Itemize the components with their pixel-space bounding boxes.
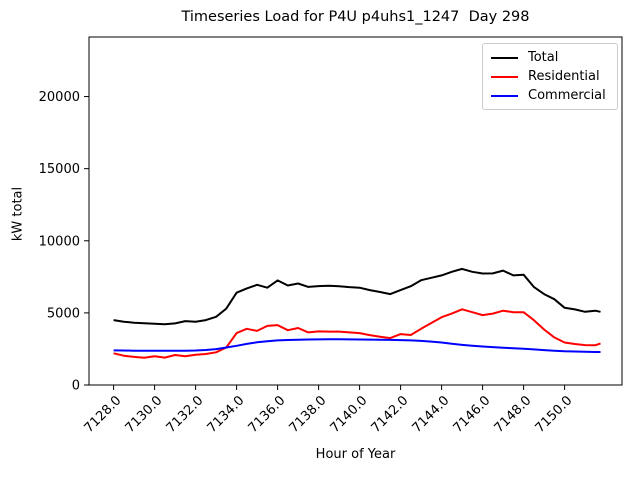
x-axis-label: Hour of Year [315,447,396,462]
x-tick-label: 7130.0 [123,393,166,436]
x-tick-label: 7128.0 [82,393,125,436]
total-line-sample [491,56,518,59]
x-tick-label: 7144.0 [410,393,453,436]
axes-frame [88,36,623,386]
legend-label-total: Total [528,50,559,65]
series-line-total [113,267,601,326]
y-tick-label: 5000 [47,306,80,321]
y-tick-label: 20000 [39,90,80,105]
y-tick-label: 0 [72,379,80,394]
series-line-commercial [113,338,601,353]
x-tick-label: 7136.0 [246,393,289,436]
chart-title: Timeseries Load for P4U p4uhs1_1247 Day … [181,9,530,25]
x-tick-label: 7150.0 [533,393,576,436]
x-tick-label: 7140.0 [328,393,371,436]
x-tick-label: 7132.0 [164,393,207,436]
y-tick-label: 10000 [39,234,80,249]
legend-item-commercial: Commercial [491,86,609,105]
x-tick-label: 7138.0 [287,393,330,436]
legend-label-commercial: Commercial [528,88,606,103]
residential-line-sample [491,75,518,78]
y-tick-label: 15000 [39,162,80,177]
legend-item-total: Total [491,48,609,67]
legend: Total Residential Commercial [482,43,618,110]
series-line-residential [113,308,601,359]
x-tick-label: 7148.0 [492,393,535,436]
x-tick-label: 7134.0 [205,393,248,436]
commercial-line-sample [491,94,518,97]
legend-label-residential: Residential [528,69,600,84]
x-tick-label: 7142.0 [369,393,412,436]
legend-item-residential: Residential [491,67,609,86]
x-tick-label: 7146.0 [451,393,494,436]
